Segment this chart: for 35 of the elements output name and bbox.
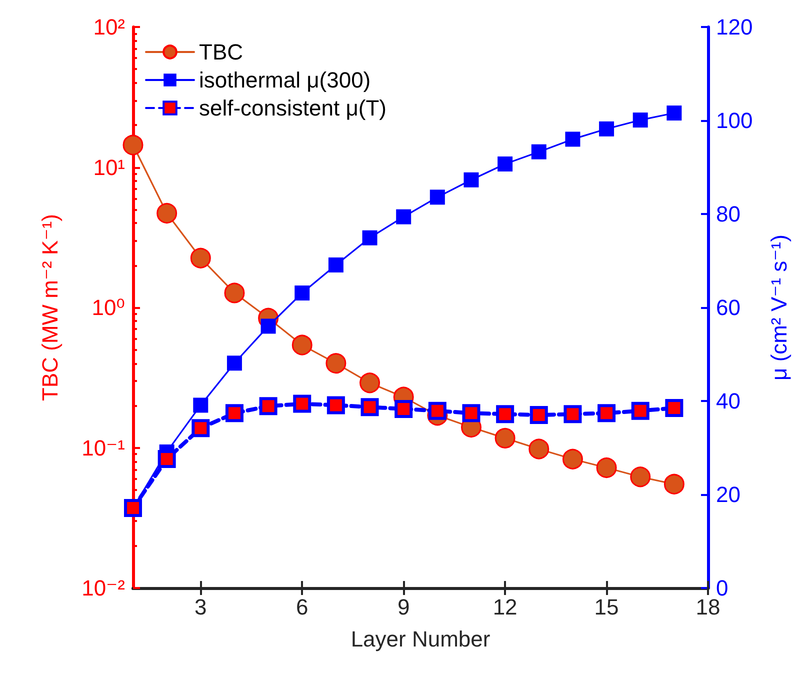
x-tick-label: 15 (594, 594, 619, 620)
y2-axis-title: μ (cm² V⁻¹ s⁻¹) (766, 234, 792, 380)
legend-label: isothermal μ(300) (199, 68, 371, 92)
x-tick-label: 6 (296, 594, 308, 620)
point (122, 134, 144, 156)
legend-label: TBC (199, 40, 244, 64)
point (326, 353, 346, 374)
y2-tick-label: 100 (716, 108, 753, 133)
y-tick-label: 10⁰ (92, 295, 126, 320)
point (562, 448, 583, 470)
point (190, 248, 211, 268)
y-tick-label: 10¹ (93, 154, 125, 180)
x-tick-label: 3 (194, 594, 207, 620)
point (596, 458, 617, 478)
y2-tick-label: 20 (716, 482, 740, 507)
y2-tick-label: 40 (716, 388, 740, 414)
legend-label: self-consistent μ(T) (199, 96, 386, 120)
x-axis-title: Layer Number (350, 626, 490, 652)
point (360, 372, 380, 394)
y-tick-label: 10⁻² (82, 576, 125, 600)
point (292, 334, 312, 356)
y-tick-label: 10⁻¹ (82, 435, 125, 460)
y-tick-label: 10² (93, 14, 125, 40)
y-axis-title: TBC (MW m⁻² K⁻¹) (38, 214, 62, 401)
point (528, 438, 550, 460)
point (156, 202, 178, 224)
x-tick-label: 12 (492, 594, 518, 620)
y2-tick-label: 80 (716, 202, 740, 226)
point (630, 466, 651, 488)
point (664, 474, 684, 494)
y2-tick-label: 120 (716, 14, 753, 40)
point (494, 428, 516, 448)
x-tick-label: 9 (397, 594, 410, 620)
y2-tick-label: 60 (716, 295, 740, 320)
point (224, 282, 245, 304)
